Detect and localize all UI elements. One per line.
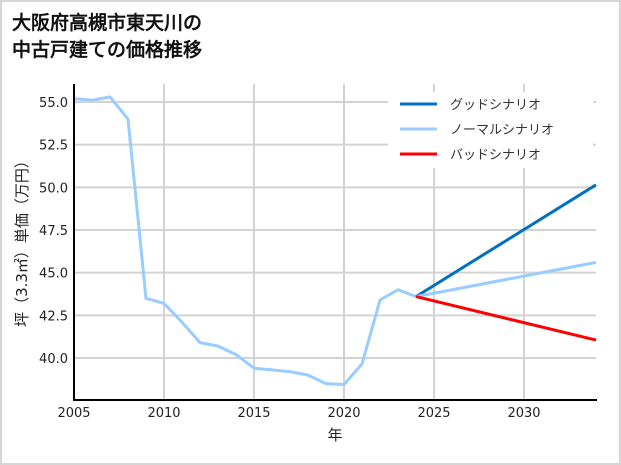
legend-label: ノーマルシナリオ [450, 123, 554, 138]
y-tick-label: 42.5 [39, 309, 68, 324]
x-axis-label: 年 [327, 426, 342, 444]
y-axis-ticks: 40.0 42.5 45.0 47.5 50.0 52.5 55.0 [39, 96, 68, 367]
legend-label: バッドシナリオ [450, 148, 541, 163]
x-tick-label: 2010 [147, 406, 180, 421]
y-tick-label: 55.0 [39, 96, 68, 111]
y-tick-label: 45.0 [39, 267, 68, 282]
chart-title: 大阪府高槻市東天川の 中古戸建ての価格推移 [12, 12, 203, 61]
series-line [415, 260, 597, 299]
y-axis-label: 坪（3.3㎡）単価（万円） [13, 153, 31, 327]
legend-label: グッドシナリオ [450, 98, 541, 113]
x-tick-label: 2015 [237, 406, 270, 421]
x-tick-label: 2020 [327, 406, 360, 421]
series-line [73, 95, 417, 386]
x-axis-ticks: 2005 2010 2015 2020 2025 2030 [57, 406, 540, 421]
y-tick-label: 40.0 [39, 352, 68, 367]
x-tick-label: 2005 [57, 406, 90, 421]
x-tick-label: 2025 [417, 406, 450, 421]
y-tick-label: 50.0 [39, 181, 68, 196]
y-tick-label: 52.5 [39, 139, 68, 154]
y-tick-label: 47.5 [39, 224, 68, 239]
x-tick-label: 2030 [507, 406, 540, 421]
data-series [73, 95, 597, 386]
series-line [415, 295, 597, 342]
series-line [415, 183, 597, 298]
